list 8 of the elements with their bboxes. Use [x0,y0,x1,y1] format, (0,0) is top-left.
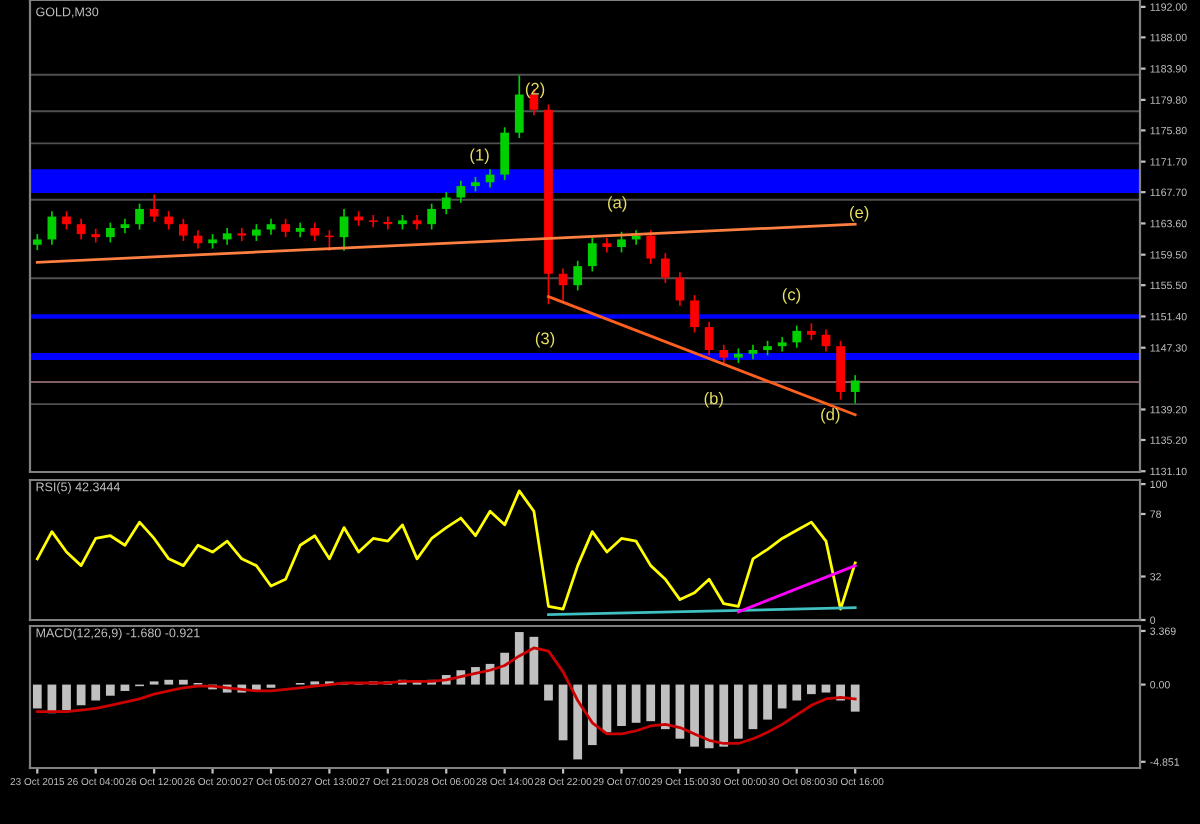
annotation: (e) [850,206,869,222]
annotation: (d) [821,408,840,424]
annotation: (3) [535,332,555,348]
annotation: (1) [470,148,489,164]
annotation: (c) [782,288,801,304]
annotation: (b) [704,392,723,408]
annotation: (2) [525,82,545,98]
annotation: (a) [608,196,627,212]
